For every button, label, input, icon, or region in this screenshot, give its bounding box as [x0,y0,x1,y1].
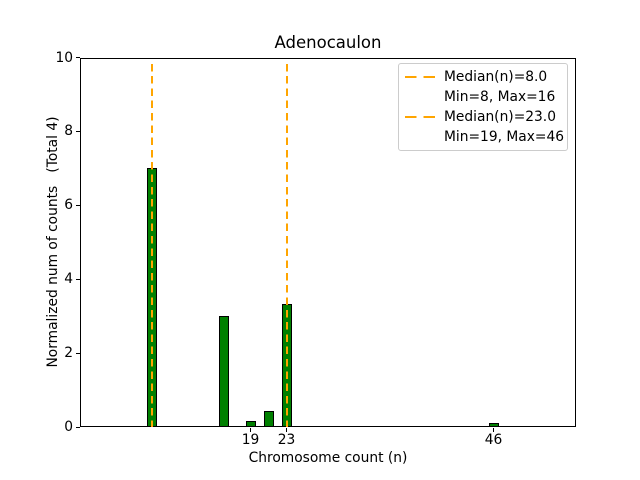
x-axis-label: Chromosome count (n) [248,450,408,466]
median-dashed-line [150,58,153,427]
x-tick-mark [250,428,251,432]
histogram-bar [263,411,274,427]
y-tick-label: 4 [64,271,73,288]
legend-label: Min=19, Max=46 [444,129,565,145]
y-tick-label: 6 [64,197,73,214]
legend-label: Median(n)=8.0 [444,69,548,85]
y-tick-mark [76,426,80,428]
legend-label: Min=8, Max=16 [444,89,556,105]
median-dashed-line [285,58,288,427]
legend-dashed-line-swatch [405,116,435,118]
histogram-bar [245,420,256,427]
x-tick-label: 19 [241,432,260,448]
y-tick-mark [76,352,80,354]
legend-entry: Min=19, Max=46 [399,127,567,147]
histogram-bar [488,422,499,427]
y-tick-mark [76,57,80,58]
y-tick-mark [76,204,80,206]
y-tick-label: 8 [64,123,73,140]
x-tick-label: 23 [277,432,296,448]
chart-title: Adenocaulon [274,33,382,52]
legend-entry: Min=8, Max=16 [399,87,567,107]
y-tick-mark [76,130,80,132]
legend-swatch-spacer [405,96,435,98]
histogram-bar [218,316,229,427]
y-tick-label: 0 [64,419,73,435]
y-tick-mark [76,278,80,280]
x-tick-mark [286,428,287,432]
legend-entry: Median(n)=8.0 [399,67,567,87]
legend: Median(n)=8.0 Min=8, Max=16 Median(n)=23.0… [398,63,568,151]
y-tick-label: 10 [55,49,73,66]
y-tick-label: 2 [64,345,73,362]
legend-label: Median(n)=23.0 [444,109,556,125]
x-tick-mark [493,428,494,432]
y-axis-label: Normalized num of counts (Total 4) [45,116,61,368]
legend-entry: Median(n)=23.0 [399,107,567,127]
legend-dashed-line-swatch [405,76,435,78]
legend-swatch-spacer [405,136,435,138]
x-tick-label: 46 [484,432,503,448]
